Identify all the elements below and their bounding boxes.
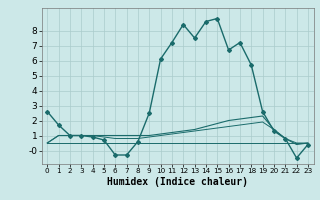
X-axis label: Humidex (Indice chaleur): Humidex (Indice chaleur) bbox=[107, 177, 248, 187]
